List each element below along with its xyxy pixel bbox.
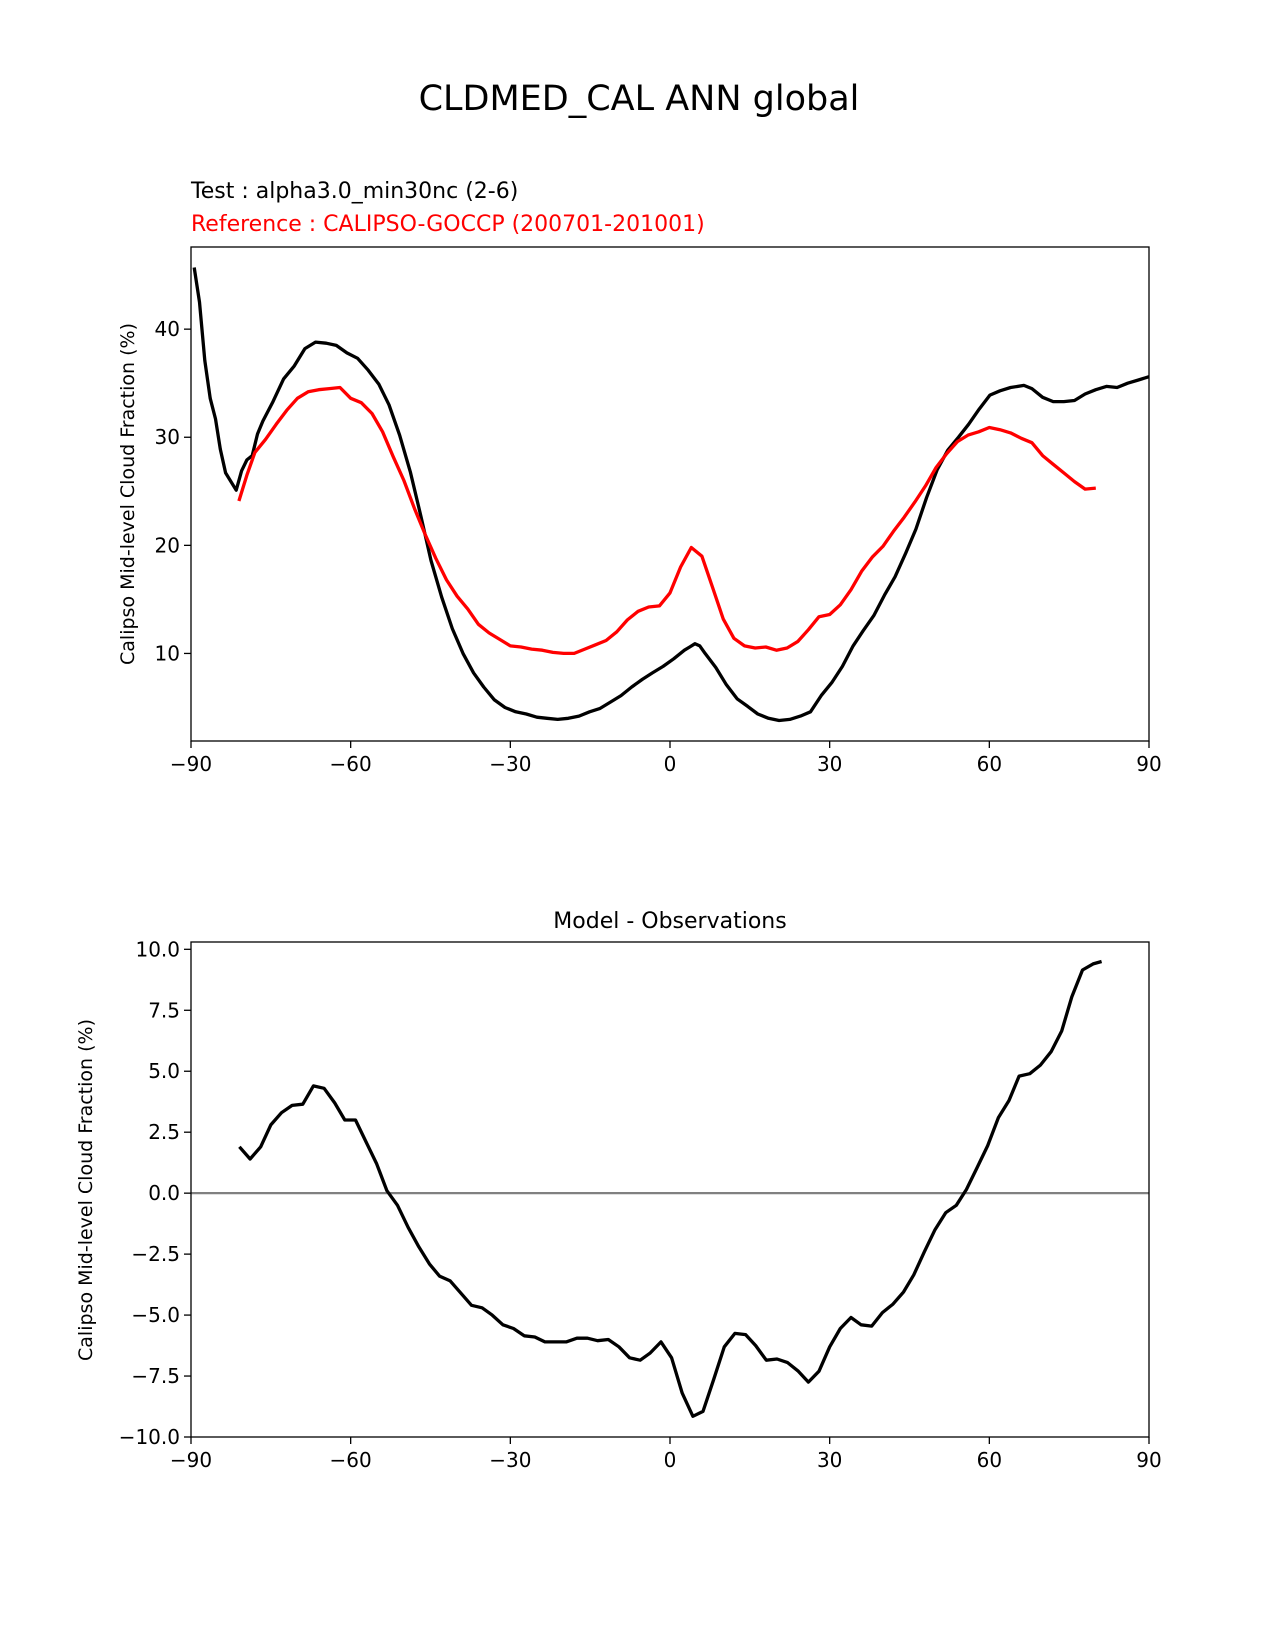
reference-title: Reference : CALIPSO-GOCCP (200701-201001… (191, 212, 705, 237)
top-x-tick-label: −30 (489, 752, 531, 776)
bottom-y-tick-label: −10.0 (119, 1425, 180, 1449)
bottom-y-tick-label: −5.0 (131, 1303, 180, 1327)
top-axes-frame (190, 246, 1150, 742)
bottom-x-tick-label: −30 (489, 1448, 531, 1472)
bottom-plot-title: Model - Observations (553, 909, 786, 934)
top-x-tick-label: −90 (170, 752, 212, 776)
top-y-tick-label: 40 (155, 317, 180, 341)
top-x-tick-label: 90 (1136, 752, 1161, 776)
figure-suptitle: CLDMED_CAL ANN global (419, 79, 860, 119)
bottom-y-tick-label: 10.0 (135, 937, 180, 961)
bottom-x-tick-label: 30 (817, 1448, 842, 1472)
top-y-tick-label: 20 (155, 533, 180, 557)
bottom-y-tick-label: 5.0 (148, 1059, 180, 1083)
bottom-y-tick-label: 0.0 (148, 1181, 180, 1205)
top-x-tick-label: 30 (817, 752, 842, 776)
top-y-tick-label: 30 (155, 425, 180, 449)
bottom-y-axis-label: Calipso Mid-level Cloud Fraction (%) (75, 1019, 97, 1361)
bottom-y-tick-label: −7.5 (131, 1364, 180, 1388)
bottom-x-tick-label: −90 (170, 1448, 212, 1472)
top-y-axis-label: Calipso Mid-level Cloud Fraction (%) (117, 323, 139, 665)
top-y-tick-label: 10 (155, 641, 180, 665)
top-x-tick-label: 0 (664, 752, 677, 776)
bottom-axes-frame (190, 941, 1150, 1438)
bottom-x-tick-label: −60 (330, 1448, 372, 1472)
top-plot: Test : alpha3.0_min30nc (2-6) Reference … (117, 179, 1162, 776)
bottom-plot: Model - Observations Calipso Mid-level C… (75, 909, 1162, 1472)
top-series-test (192, 267, 1150, 723)
bottom-x-tick-label: 0 (664, 1448, 677, 1472)
top-x-tick-label: 60 (977, 752, 1002, 776)
bottom-y-tick-label: 2.5 (148, 1120, 180, 1144)
bottom-series-model-observations (238, 959, 1103, 1418)
top-series-reference (237, 385, 1096, 656)
test-title: Test : alpha3.0_min30nc (2-6) (190, 179, 518, 204)
bottom-y-tick-label: 7.5 (148, 998, 180, 1022)
top-x-tick-label: −60 (330, 752, 372, 776)
bottom-x-tick-label: 60 (977, 1448, 1002, 1472)
bottom-x-tick-label: 90 (1136, 1448, 1161, 1472)
bottom-y-tick-label: −2.5 (131, 1242, 180, 1266)
